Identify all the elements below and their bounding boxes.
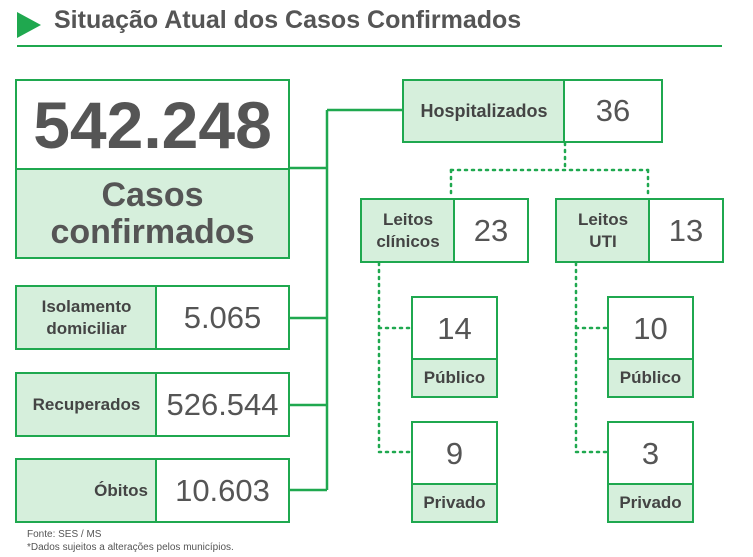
clinical-beds-value-box: 23 xyxy=(453,198,529,263)
clinical-beds-value: 23 xyxy=(473,212,509,248)
recovered-label: Recuperados xyxy=(32,394,141,414)
recovered-value-box: 526.544 xyxy=(155,372,290,437)
icu-public-value: 10 xyxy=(633,310,668,346)
icu-public-value-box: 10 xyxy=(607,296,694,361)
recovered-label-box: Recuperados xyxy=(15,372,158,437)
icu-beds-label-line1: Leitos xyxy=(577,209,629,229)
total-cases-value: 542.248 xyxy=(33,88,272,162)
icu-public-label: Público xyxy=(619,368,682,387)
icu-private-value-box: 3 xyxy=(607,421,694,486)
isolation-label-line1: Isolamento xyxy=(41,296,132,316)
title-divider xyxy=(17,45,722,47)
source-footnote: Fonte: SES / MS xyxy=(27,529,102,540)
clinical-beds-label-box: Leitos clínicos xyxy=(360,198,456,263)
clinical-private-label-box: Privado xyxy=(411,483,498,523)
icu-beds-label-line2: UTI xyxy=(589,231,617,251)
icu-beds-value-box: 13 xyxy=(648,198,724,263)
clinical-private-value: 9 xyxy=(445,435,464,471)
total-cases-label-line1: Casos xyxy=(101,175,204,214)
clinical-public-value-box: 14 xyxy=(411,296,498,361)
deaths-value: 10.603 xyxy=(175,472,270,508)
icu-private-label-box: Privado xyxy=(607,483,694,523)
hospitalized-label: Hospitalizados xyxy=(420,100,548,121)
hospitalized-value-box: 36 xyxy=(563,79,663,143)
hospitalized-label-box: Hospitalizados xyxy=(402,79,566,143)
total-cases-label-line2: confirmados xyxy=(50,212,255,251)
clinical-private-label: Privado xyxy=(423,493,486,512)
isolation-label-line2: domiciliar xyxy=(46,318,127,338)
hospitalized-value: 36 xyxy=(595,93,631,128)
clinical-public-label: Público xyxy=(423,368,486,387)
total-cases-label-box: Casos confirmados xyxy=(15,168,290,259)
clinical-private-value-box: 9 xyxy=(411,421,498,486)
deaths-label: Óbitos xyxy=(94,480,148,500)
clinical-beds-label-line2: clínicos xyxy=(376,231,440,251)
icu-public-label-box: Público xyxy=(607,358,694,398)
icu-beds-value: 13 xyxy=(668,212,704,248)
page-title: Situação Atual dos Casos Confirmados xyxy=(54,6,522,34)
icu-private-label: Privado xyxy=(619,493,682,512)
clinical-beds-label-line1: Leitos xyxy=(382,209,434,229)
isolation-value: 5.065 xyxy=(183,299,262,335)
isolation-label-box: Isolamento domiciliar xyxy=(15,285,158,350)
title-arrow-icon xyxy=(17,12,41,38)
icu-beds-label-box: Leitos UTI xyxy=(555,198,651,263)
total-cases-value-box: 542.248 xyxy=(15,79,290,171)
recovered-value: 526.544 xyxy=(166,386,279,422)
deaths-value-box: 10.603 xyxy=(155,458,290,523)
clinical-public-label-box: Público xyxy=(411,358,498,398)
clinical-public-value: 14 xyxy=(437,310,472,346)
disclaimer-footnote: *Dados sujeitos a alterações pelos munic… xyxy=(27,542,234,553)
icu-private-value: 3 xyxy=(641,435,660,471)
deaths-label-box: Óbitos xyxy=(15,458,158,523)
isolation-value-box: 5.065 xyxy=(155,285,290,350)
